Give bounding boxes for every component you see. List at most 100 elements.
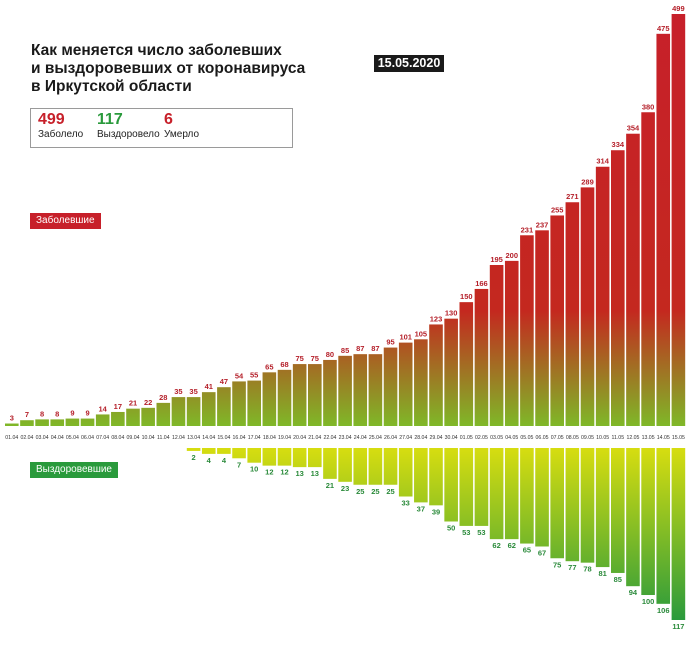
sick-bar-label: 35 (189, 387, 197, 396)
sick-bar-label: 9 (70, 409, 74, 418)
sick-bar (5, 423, 19, 426)
recovered-bar (232, 448, 246, 459)
sick-bar (20, 420, 34, 426)
recovered-bar-label: 85 (614, 575, 622, 584)
x-tick-label: 20.04 (293, 435, 306, 441)
recovered-bar (550, 448, 564, 559)
recovered-bar (565, 448, 580, 562)
recovered-bar-label: 12 (265, 468, 273, 477)
recovered-bar (504, 448, 519, 540)
recovered-bar-label: 13 (311, 469, 319, 478)
sick-bar-label: 7 (25, 410, 29, 419)
x-tick-label: 15.05 (672, 435, 685, 441)
sick-bar (414, 339, 428, 426)
sick-bar (323, 359, 337, 426)
sick-bar (171, 397, 186, 426)
x-tick-label: 11.05 (611, 435, 624, 441)
recovered-bar-label: 78 (583, 565, 591, 574)
stat-sick: 499 Заболело (38, 111, 83, 141)
sick-bar-label: 499 (672, 4, 685, 13)
recovered-bar-label: 4 (222, 456, 227, 465)
recovered-bar (656, 448, 671, 604)
legend-sick: Заболевшие (30, 213, 101, 229)
recovered-bar (353, 448, 368, 485)
recovered-bar (641, 448, 655, 596)
recovered-bar-label: 25 (371, 487, 379, 496)
sick-bar-label: 41 (205, 382, 213, 391)
sick-bar (671, 14, 686, 426)
x-tick-label: 18.04 (263, 435, 276, 441)
recovered-bar-label: 23 (341, 484, 349, 493)
x-tick-label: 09.05 (581, 435, 594, 441)
sick-bar (126, 408, 140, 426)
x-tick-label: 06.05 (536, 435, 549, 441)
sick-bar-label: 47 (220, 377, 228, 386)
recovered-bar (186, 448, 201, 451)
sick-bar (550, 215, 564, 426)
stat-died-value: 6 (164, 111, 173, 128)
recovered-bar (201, 448, 216, 454)
sick-bar-label: 314 (596, 157, 609, 166)
recovered-bar (277, 448, 292, 466)
sick-bar (95, 414, 110, 426)
x-tick-label: 29.04 (430, 435, 443, 441)
sick-bar-label: 17 (114, 402, 122, 411)
recovered-bar (368, 448, 383, 485)
x-tick-label: 07.05 (551, 435, 564, 441)
sick-bar-label: 95 (386, 338, 394, 347)
recovered-bar-label: 7 (237, 460, 241, 469)
sick-bar-label: 334 (612, 140, 625, 149)
recovered-bar (398, 448, 413, 497)
stats-box: 499 Заболело 117 Выздоровело 6 Умерло (30, 108, 293, 148)
sick-bar-label: 255 (551, 205, 564, 214)
recovered-bar-label: 21 (326, 481, 334, 490)
x-tick-label: 14.04 (202, 435, 215, 441)
sick-bar-label: 289 (581, 177, 594, 186)
sick-bar-label: 195 (490, 255, 503, 264)
sick-bar (565, 202, 580, 426)
sick-bar (141, 407, 155, 426)
x-tick-label: 04.04 (51, 435, 64, 441)
x-tick-label: 13.04 (187, 435, 200, 441)
sick-bar (656, 33, 671, 426)
sick-bar (35, 419, 49, 426)
recovered-bar (217, 448, 231, 454)
recovered-bar (247, 448, 261, 463)
sick-bar-label: 3 (10, 414, 14, 423)
sick-bar (520, 235, 534, 426)
stat-recovered: 117 Выздоровело (97, 111, 160, 141)
recovered-bar (429, 448, 443, 506)
sick-bar-label: 475 (657, 24, 670, 33)
sick-bar (201, 392, 216, 426)
x-tick-label: 12.05 (626, 435, 639, 441)
recovered-bar-label: 117 (672, 622, 684, 631)
date-badge: 15.05.2020 (374, 55, 444, 72)
sick-bar-label: 130 (445, 309, 458, 318)
sick-bar (535, 230, 549, 426)
sick-bar (459, 302, 474, 426)
sick-bar (429, 324, 443, 426)
recovered-bar-label: 33 (402, 499, 410, 508)
sick-bar (247, 380, 261, 426)
recovered-bar-label: 106 (657, 606, 670, 615)
recovered-bar (323, 448, 337, 479)
x-tick-label: 03.05 (490, 435, 503, 441)
sick-bar (65, 418, 80, 426)
sick-bar (111, 411, 125, 426)
recovered-bar (580, 448, 595, 563)
sick-bar-label: 14 (99, 404, 108, 413)
sick-bar (626, 133, 640, 427)
sick-bar-label: 87 (371, 344, 379, 353)
sick-bar-label: 101 (399, 333, 412, 342)
recovered-bar (520, 448, 534, 544)
stat-sick-value: 499 (38, 111, 65, 128)
sick-bar-label: 55 (250, 371, 258, 380)
recovered-bar-label: 25 (356, 487, 364, 496)
sick-bar (217, 387, 231, 426)
x-tick-label: 10.05 (596, 435, 609, 441)
recovered-bar-label: 53 (477, 528, 485, 537)
x-tick-label: 08.04 (111, 435, 124, 441)
stat-sick-label: Заболело (38, 129, 84, 140)
sick-bar-label: 65 (265, 362, 273, 371)
sick-bar-label: 8 (55, 409, 59, 418)
